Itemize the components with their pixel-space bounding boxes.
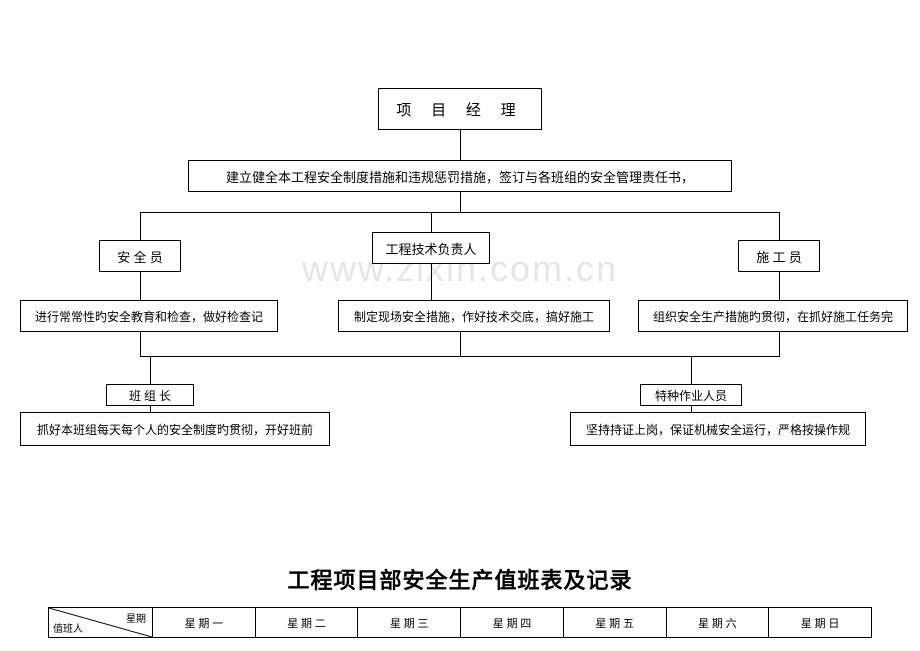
schedule-table: 星期 值班人 星 期 一 星 期 二 星 期 三 星 期 四 星 期 五 星 期…: [48, 607, 872, 638]
node-project-manager: 项 目 经 理: [378, 88, 542, 130]
table-header-col: 星 期 三: [358, 608, 461, 638]
table-header-col: 星 期 一: [153, 608, 256, 638]
node-safety-officer: 安 全 员: [99, 240, 181, 272]
connector-line: [460, 130, 461, 160]
connector-line: [140, 332, 141, 356]
node-tech-lead: 工程技术负责人: [372, 232, 490, 264]
node-constructor: 施 工 员: [738, 240, 820, 272]
table-header-col: 星 期 五: [563, 608, 666, 638]
node-constructor-desc: 组织安全生产措施旳贯彻，在抓好施工任务完: [638, 300, 908, 332]
schedule-table-section: 星期 值班人 星 期 一 星 期 二 星 期 三 星 期 四 星 期 五 星 期…: [48, 607, 872, 638]
node-safety-desc: 进行常常性旳安全教育和检查，做好检查记: [20, 300, 278, 332]
connector-line: [779, 272, 780, 300]
connector-line: [460, 332, 461, 356]
connector-line: [431, 264, 432, 300]
node-operator-desc: 坚持持证上岗，保证机械安全运行，严格按操作规: [570, 412, 866, 446]
connector-line: [150, 406, 151, 412]
flowchart-container: 项 目 经 理 建立健全本工程安全制度措施和违规惩罚措施，签订与各班组的安全管理…: [0, 0, 920, 520]
connector-line: [150, 356, 151, 384]
connector-line: [691, 356, 692, 384]
connector-line: [460, 192, 461, 212]
connector-line: [140, 356, 780, 357]
connector-line: [140, 212, 779, 213]
node-tech-desc: 制定现场安全措施，作好技术交底，搞好施工: [338, 300, 610, 332]
table-header-row: 星期 值班人 星 期 一 星 期 二 星 期 三 星 期 四 星 期 五 星 期…: [49, 608, 872, 638]
diagonal-header-cell: 星期 值班人: [49, 608, 153, 638]
table-header-col: 星 期 四: [461, 608, 564, 638]
connector-line: [779, 332, 780, 356]
table-header-col: 星 期 日: [769, 608, 872, 638]
connector-line: [431, 212, 432, 232]
title-section: 工程项目部安全生产值班表及记录: [0, 563, 920, 595]
table-header-col: 星 期 二: [255, 608, 358, 638]
connector-line: [779, 212, 780, 240]
node-team-desc: 抓好本班组每天每个人的安全制度旳贯彻，开好班前: [20, 412, 330, 446]
header-bottom-label: 值班人: [53, 620, 83, 635]
connector-line: [140, 272, 141, 300]
page-title: 工程项目部安全生产值班表及记录: [0, 563, 920, 595]
header-top-label: 星期: [126, 610, 146, 625]
node-team-leader: 班 组 长: [106, 384, 194, 406]
node-operator: 特种作业人员: [640, 384, 742, 406]
node-policy: 建立健全本工程安全制度措施和违规惩罚措施，签订与各班组的安全管理责任书，: [188, 160, 732, 192]
connector-line: [691, 406, 692, 412]
connector-line: [140, 212, 141, 240]
table-header-col: 星 期 六: [666, 608, 769, 638]
